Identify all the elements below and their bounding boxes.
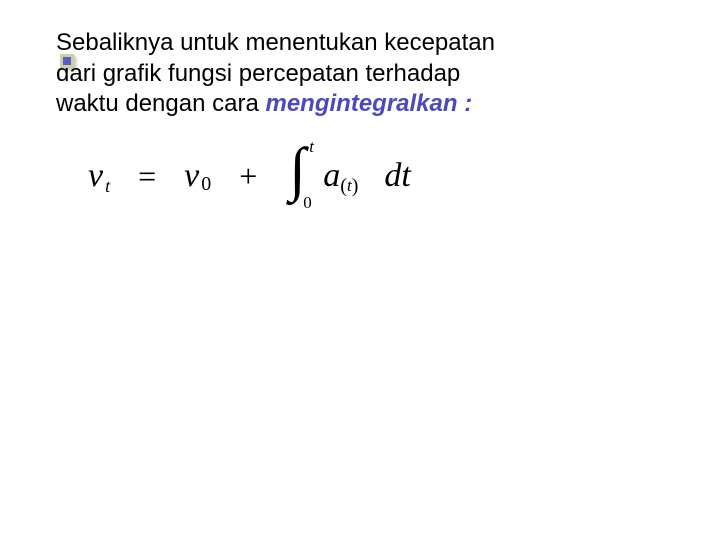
paragraph-line-2: dari grafik fungsi percepatan terhadap [56, 60, 460, 87]
formula-rhs1-var: v [184, 157, 199, 195]
formula-plus: + [239, 158, 257, 195]
formula-rhs1-sub: 0 [201, 173, 211, 196]
integral-icon: ∫ 0 t [289, 145, 319, 207]
integral-sign: ∫ [289, 139, 305, 199]
integral-lower: 0 [303, 193, 312, 213]
paragraph-line-3a: waktu dengan cara [56, 90, 265, 117]
formula: v t = v 0 + ∫ 0 t a (t) dt [88, 145, 411, 207]
formula-equals: = [138, 158, 156, 195]
paragraph-emph: mengintegralkan : [265, 90, 472, 117]
formula-integrand-sub: (t) [340, 175, 358, 198]
integral-upper: t [309, 137, 314, 157]
paren-open: ( [340, 175, 347, 198]
slide: Sebaliknya untuk menentukan kecepatan da… [0, 0, 720, 540]
bullet-icon [60, 54, 74, 68]
formula-dt: dt [384, 157, 410, 195]
paragraph: Sebaliknya untuk menentukan kecepatan da… [56, 28, 616, 120]
bullet-inner-square [63, 57, 71, 65]
formula-lhs-var: v [88, 157, 103, 195]
formula-integrand-var: a [323, 157, 340, 195]
paren-close: ) [352, 175, 359, 198]
paragraph-line-1: Sebaliknya untuk menentukan kecepatan [56, 29, 495, 56]
formula-lhs-sub: t [105, 176, 110, 197]
